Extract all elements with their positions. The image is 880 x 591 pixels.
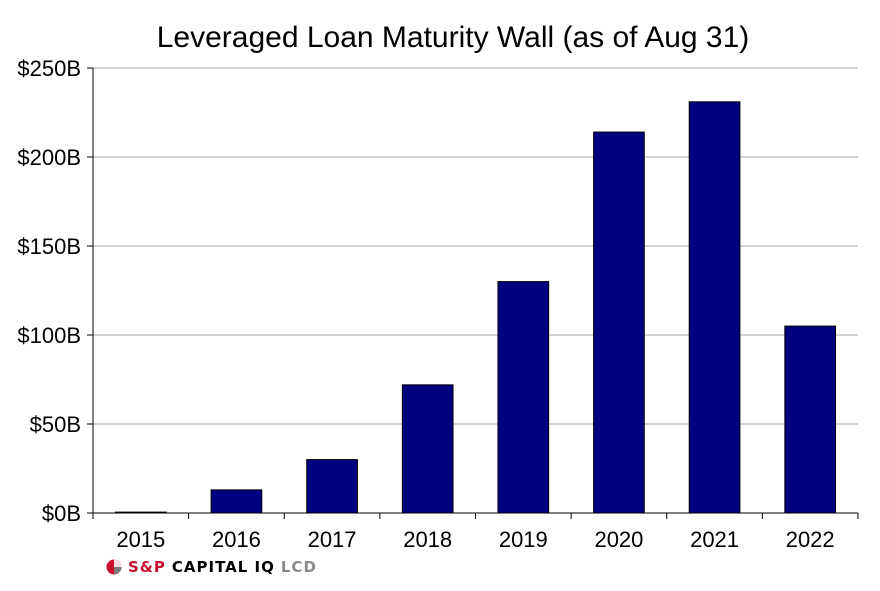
x-tick-label: 2017 — [308, 527, 357, 552]
logo-lcd-text: LCD — [280, 558, 317, 576]
sp-capital-iq-lcd-logo: S&P CAPITAL IQ LCD — [106, 556, 317, 578]
bar-2018 — [401, 384, 454, 514]
x-tick-label: 2021 — [690, 527, 739, 552]
x-tick-label: 2019 — [499, 527, 548, 552]
bar-2019 — [497, 281, 550, 514]
logo-capital-text: CAPITAL IQ — [171, 558, 275, 576]
logo-mark-icon — [106, 559, 122, 575]
gridlines — [93, 67, 858, 425]
x-tick-label: 2022 — [786, 527, 835, 552]
chart-title: Leveraged Loan Maturity Wall (as of Aug … — [157, 21, 750, 54]
x-tick-label: 2018 — [403, 527, 452, 552]
logo-sp-text: S&P — [128, 558, 166, 576]
bar-2020 — [593, 131, 645, 514]
y-tick-label: $50B — [30, 412, 81, 437]
y-tick-label: $150B — [17, 234, 81, 259]
y-tick-label: $0B — [42, 501, 81, 526]
bar-2021 — [688, 101, 741, 514]
x-tick-label: 2020 — [594, 527, 643, 552]
x-tick-labels: 2015 2016 2017 2018 2019 2020 2021 2022 — [116, 527, 834, 552]
bars — [114, 101, 837, 514]
y-tick-labels: $0B $50B $100B $150B $200B $250B — [17, 56, 81, 526]
x-tick-label: 2015 — [116, 527, 165, 552]
y-tick-label: $100B — [17, 323, 81, 348]
bar-2022 — [784, 325, 837, 514]
bar-2017 — [306, 459, 358, 514]
y-tick-label: $250B — [17, 56, 81, 81]
y-tick-label: $200B — [17, 145, 81, 170]
bar-2016 — [210, 489, 263, 514]
axes — [87, 67, 859, 519]
x-tick-label: 2016 — [212, 527, 261, 552]
